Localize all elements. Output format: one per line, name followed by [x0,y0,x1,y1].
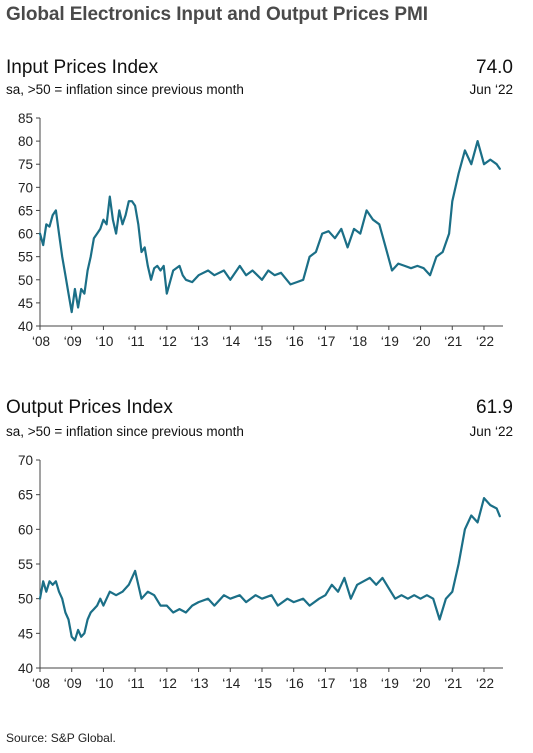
output-chart-title: Output Prices Index [6,397,173,418]
x-tick-label: ‘10 [95,334,113,349]
output-latest-value: 61.9 [476,397,513,418]
x-tick-label: ‘15 [254,676,272,691]
x-tick-label: ‘09 [64,334,82,349]
x-tick-label: ‘15 [254,334,272,349]
x-tick-label: ‘17 [317,334,335,349]
input-latest-date: Jun ‘22 [469,82,513,97]
x-tick-label: ‘12 [159,676,177,691]
x-tick-label: ‘08 [32,334,50,349]
input-prices-line [38,139,501,314]
y-tick-label: 65 [18,488,33,503]
y-tick-label: 70 [18,180,33,195]
input-chart-title: Input Prices Index [6,57,159,78]
y-tick-label: 50 [18,592,33,607]
x-tick-label: ‘19 [381,676,399,691]
y-tick-label: 65 [18,203,33,218]
output-prices-line [38,496,501,642]
output-prices-chart: 40 45 50 55 60 65 70 ‘08 ‘09 ‘10 ‘11 ‘12 ‘13 ‘14 ‘15 ‘1… [18,453,503,691]
x-tick-label: ‘18 [349,676,367,691]
x-tick-label: ‘22 [476,334,494,349]
input-prices-chart: 40 45 50 55 60 65 70 75 80 85 ‘08 ‘09 ‘10 ‘11 ‘12 ‘13 ‘1… [18,111,503,349]
x-tick-label: ‘17 [317,676,335,691]
y-tick-label: 55 [18,557,33,572]
x-tick-label: ‘13 [191,676,209,691]
y-tick-label: 50 [18,273,33,288]
y-tick-label: 70 [18,453,33,468]
y-tick-label: 85 [18,111,33,126]
y-tick-label: 40 [18,319,33,334]
x-tick-label: ‘18 [349,334,367,349]
input-chart-subtitle: sa, >50 = inflation since previous month [6,82,244,97]
x-tick-label: ‘20 [413,676,431,691]
x-tick-label: ‘10 [95,676,113,691]
figure-title: Global Electronics Input and Output Pric… [6,4,428,25]
y-tick-label: 60 [18,522,33,537]
x-tick-label: ‘16 [286,676,304,691]
input-latest-value: 74.0 [476,57,513,78]
x-tick-label: ‘19 [381,334,399,349]
x-tick-label: ‘21 [444,676,462,691]
y-tick-label: 75 [18,157,33,172]
x-tick-label: ‘12 [159,334,177,349]
y-tick-label: 55 [18,250,33,265]
x-tick-label: ‘14 [222,676,241,691]
source-note: Source: S&P Global. [6,731,116,745]
x-tick-label: ‘22 [476,676,494,691]
x-tick-label: ‘14 [222,334,241,349]
output-chart-subtitle: sa, >50 = inflation since previous month [6,424,244,439]
output-latest-date: Jun ‘22 [469,424,513,439]
x-tick-label: ‘21 [444,334,462,349]
y-tick-label: 80 [18,134,33,149]
y-tick-label: 45 [18,296,33,311]
y-tick-label: 40 [18,661,33,676]
x-tick-label: ‘16 [286,334,304,349]
x-tick-label: ‘09 [64,676,82,691]
y-tick-label: 45 [18,626,33,641]
y-tick-label: 60 [18,227,33,242]
x-tick-label: ‘11 [128,334,145,349]
x-tick-label: ‘13 [191,334,209,349]
x-tick-label: ‘11 [128,676,145,691]
x-tick-label: ‘20 [413,334,431,349]
x-tick-label: ‘08 [32,676,50,691]
